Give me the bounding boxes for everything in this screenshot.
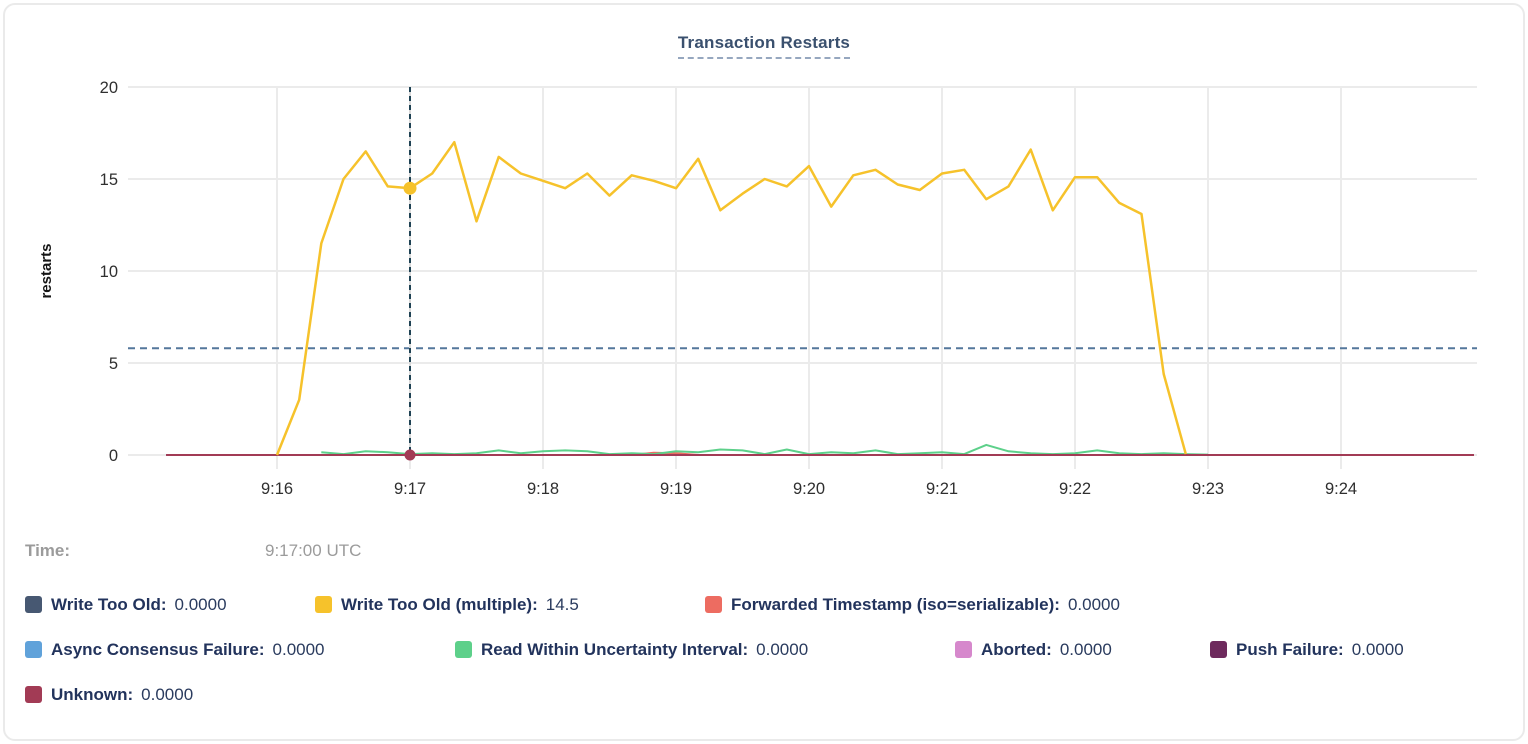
legend-value: 0.0000 xyxy=(1059,640,1112,659)
y-tick-label: 10 xyxy=(100,263,118,281)
x-tick-label: 9:21 xyxy=(926,480,958,498)
y-tick-label: 5 xyxy=(109,355,118,373)
x-tick-label: 9:19 xyxy=(660,480,692,498)
x-tick-label: 9:18 xyxy=(527,480,559,498)
x-tick-label: 9:24 xyxy=(1325,480,1357,498)
hover-marker-write-too-old-multiple- xyxy=(403,181,417,195)
legend-row-2: Async Consensus Failure: 0.0000 Read Withi… xyxy=(5,640,1523,666)
legend-item-async-consensus-failure: Async Consensus Failure: 0.0000 xyxy=(25,640,325,660)
legend-label: Write Too Old: xyxy=(51,595,167,614)
legend-value: 0.0000 xyxy=(1351,640,1404,659)
legend-swatch-unknown xyxy=(25,686,42,703)
hover-marker-unknown xyxy=(404,449,416,461)
x-tick-label: 9:22 xyxy=(1059,480,1091,498)
legend-item-write-too-old-multiple: Write Too Old (multiple): 14.5 xyxy=(315,595,579,615)
legend-label: Read Within Uncertainty Interval: xyxy=(481,640,749,659)
legend-label: Async Consensus Failure: xyxy=(51,640,265,659)
chart-card: Transaction Restarts 0 5 10 15 20 9:16 9:17 9:1… xyxy=(3,3,1525,741)
y-axis-title: restarts xyxy=(38,243,55,298)
y-tick-label: 15 xyxy=(100,171,118,189)
legend-row-1: Write Too Old: 0.0000 Write Too Old (multi… xyxy=(5,595,1523,621)
x-tick-label: 9:20 xyxy=(793,480,825,498)
chart-header: Transaction Restarts xyxy=(5,33,1523,59)
legend-swatch-forwarded-timestamp-iso-serializable xyxy=(705,596,722,613)
legend-label: Unknown: xyxy=(51,685,134,704)
legend-swatch-write-too-old xyxy=(25,596,42,613)
x-tick-label: 9:16 xyxy=(261,480,293,498)
legend-item-forwarded-timestamp-iso-serializable: Forwarded Timestamp (iso=serializable): 0… xyxy=(705,595,1120,615)
y-tick-label: 20 xyxy=(100,79,118,97)
legend-value: 14.5 xyxy=(545,595,579,614)
hover-time-label: Time: xyxy=(25,541,71,560)
legend-item-aborted: Aborted: 0.0000 xyxy=(955,640,1112,660)
legend-swatch-async-consensus-failure xyxy=(25,641,42,658)
legend-item-push-failure: Push Failure: 0.0000 xyxy=(1210,640,1404,660)
legend-label: Aborted: xyxy=(981,640,1052,659)
legend-label: Push Failure: xyxy=(1236,640,1344,659)
x-tick-label: 9:17 xyxy=(394,480,426,498)
legend-value: 0.0000 xyxy=(141,685,194,704)
series-line-write-too-old-multiple- xyxy=(275,140,1188,456)
legend-value: 0.0000 xyxy=(174,595,227,614)
legend-label: Forwarded Timestamp (iso=serializable): xyxy=(731,595,1060,614)
legend-swatch-read-within-uncertainty-interval xyxy=(455,641,472,658)
y-tick-label: 0 xyxy=(109,447,118,465)
legend-item-read-within-uncertainty-interval: Read Within Uncertainty Interval: 0.0000 xyxy=(455,640,808,660)
legend-item-unknown: Unknown: 0.0000 xyxy=(25,685,193,705)
legend-value: 0.0000 xyxy=(1067,595,1120,614)
hover-time-value: 9:17:00 UTC xyxy=(265,541,362,560)
chart-svg: 0 5 10 15 20 9:16 9:17 9:18 9:19 9:20 9:21 9:22 9:23… xyxy=(38,79,1477,498)
legend-swatch-push-failure xyxy=(1210,641,1227,658)
chart-title[interactable]: Transaction Restarts xyxy=(677,33,851,59)
transaction-restarts-chart[interactable]: 0 5 10 15 20 9:16 9:17 9:18 9:19 9:20 9:21 9:22 9:23… xyxy=(5,57,1523,517)
legend-swatch-aborted xyxy=(955,641,972,658)
legend-row-3: Unknown: 0.0000 xyxy=(5,685,1523,711)
x-tick-label: 9:23 xyxy=(1192,480,1224,498)
legend-item-write-too-old: Write Too Old: 0.0000 xyxy=(25,595,227,615)
legend-swatch-write-too-old-multiple xyxy=(315,596,332,613)
hover-time-row: Time: 9:17:00 UTC xyxy=(25,541,361,561)
legend-value: 0.0000 xyxy=(272,640,325,659)
legend-value: 0.0000 xyxy=(756,640,809,659)
legend-label: Write Too Old (multiple): xyxy=(341,595,538,614)
